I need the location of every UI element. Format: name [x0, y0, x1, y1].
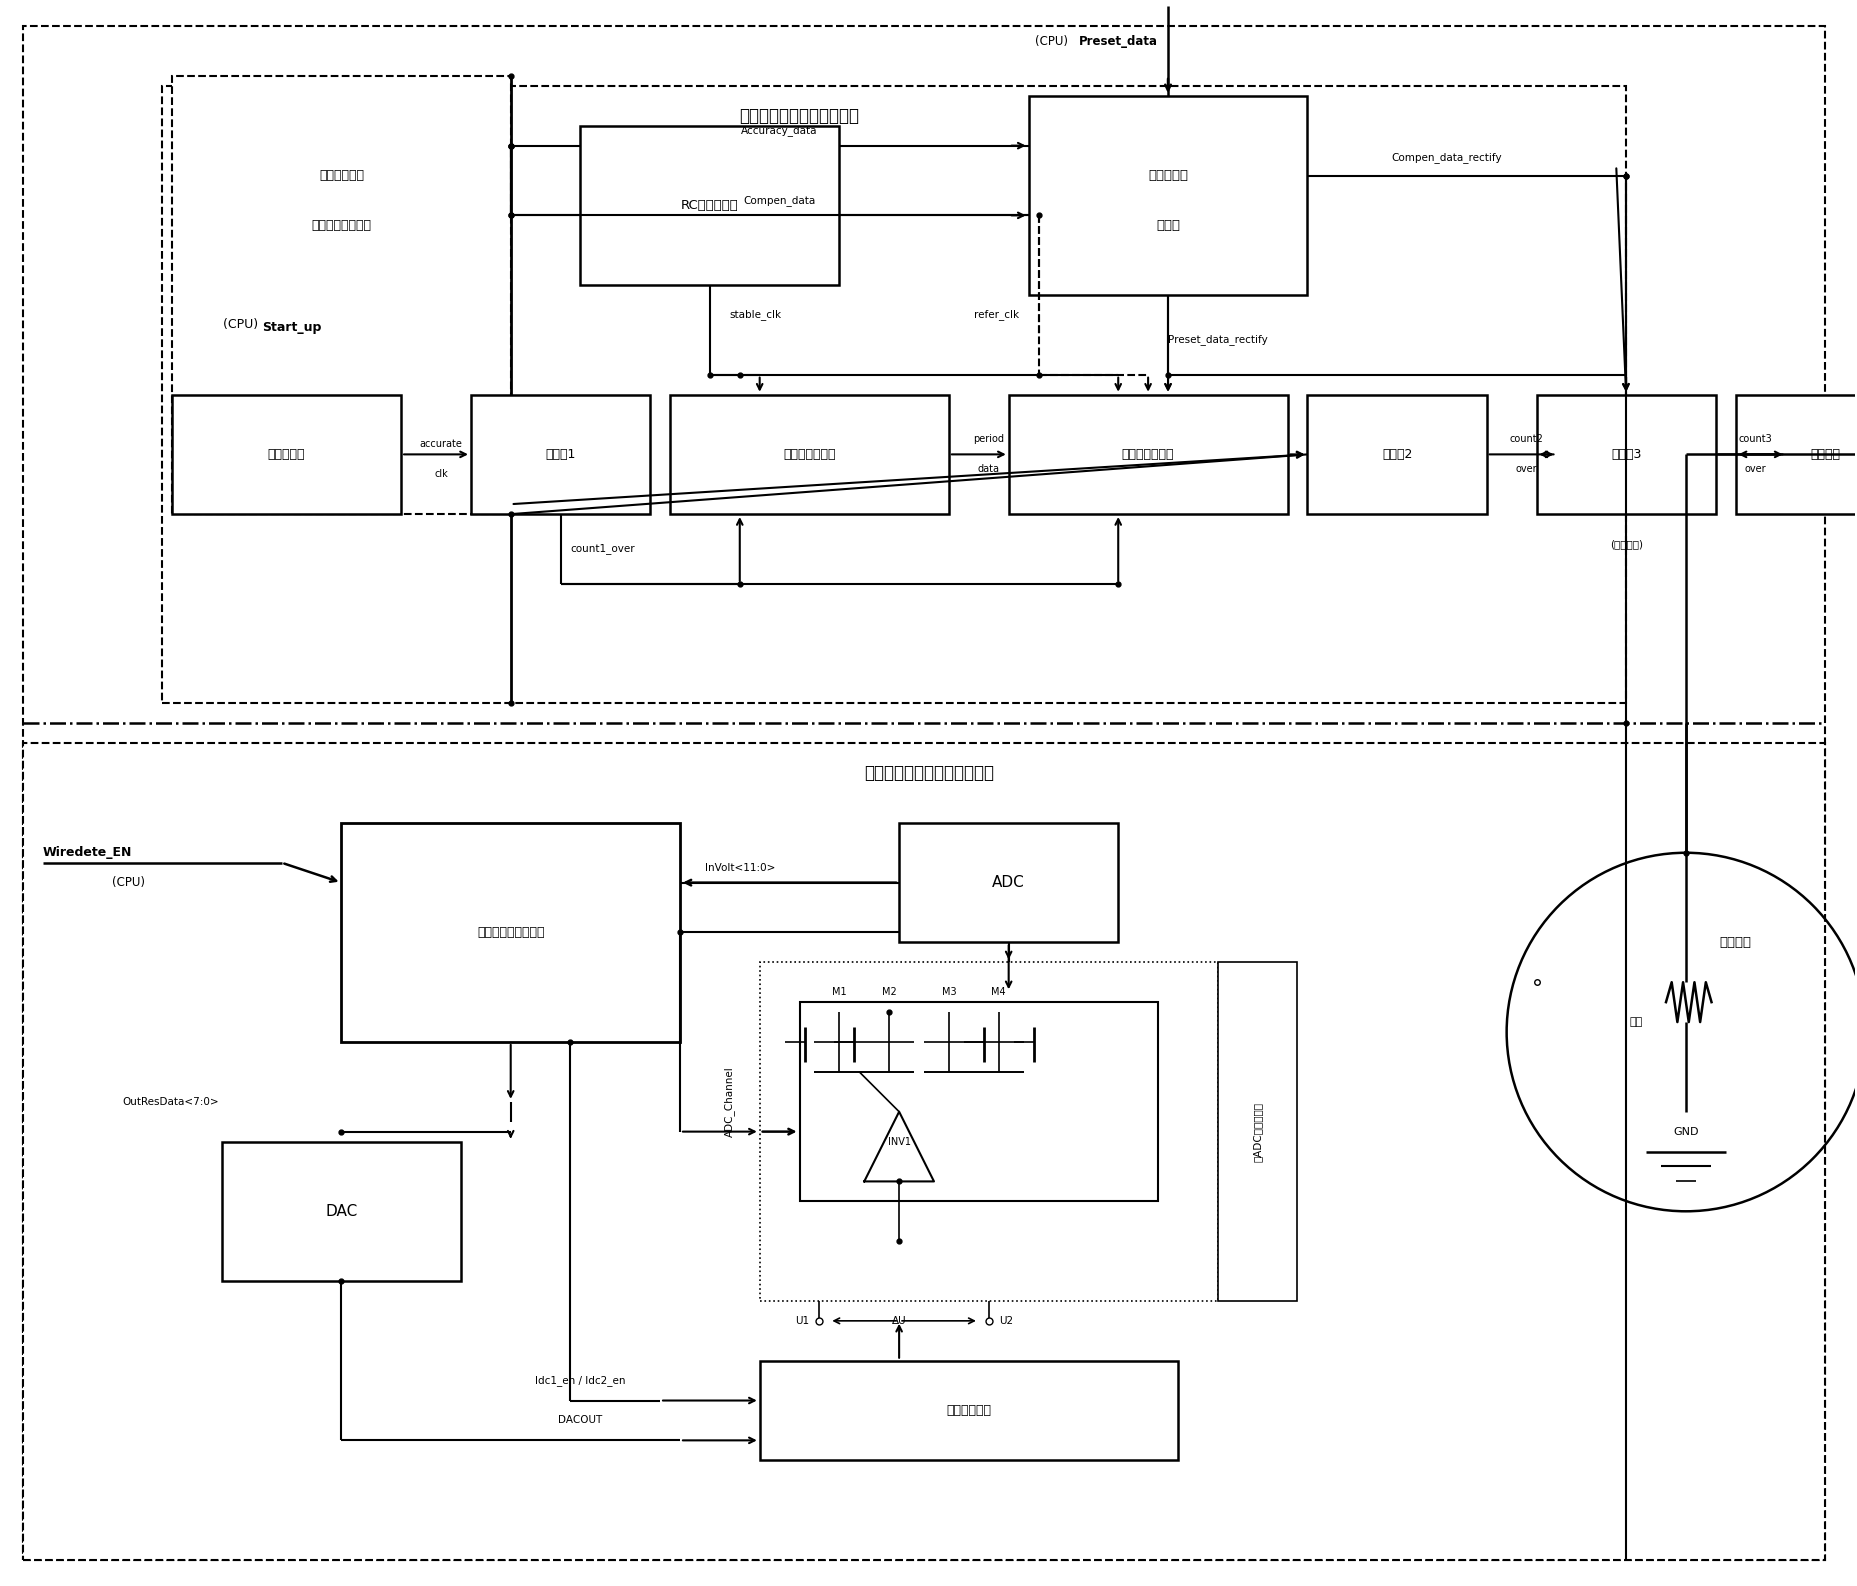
Text: 可编程高精度抗冲击延时器: 可编程高精度抗冲击延时器: [739, 106, 860, 125]
Text: refer_clk: refer_clk: [973, 309, 1018, 320]
Bar: [1216, 963, 1296, 1301]
Text: over: over: [1744, 465, 1766, 474]
Text: period: period: [973, 435, 1005, 444]
Text: over: over: [1515, 465, 1536, 474]
Bar: [899, 823, 1118, 942]
Text: 计数器1: 计数器1: [544, 447, 576, 462]
Text: 桥丝检测电桥: 桥丝检测电桥: [945, 1404, 992, 1416]
Text: count2: count2: [1510, 435, 1543, 444]
Text: ADC_Channel: ADC_Channel: [724, 1066, 735, 1137]
Text: Wiredete_EN: Wiredete_EN: [43, 847, 132, 860]
Text: accurate: accurate: [420, 439, 462, 449]
Text: Accuracy_data: Accuracy_data: [741, 125, 817, 136]
Text: (CPU): (CPU): [1034, 35, 1068, 48]
Text: Preset_data_rectify: Preset_data_rectify: [1168, 335, 1266, 346]
Text: Idc1_en / Idc2_en: Idc1_en / Idc2_en: [535, 1375, 626, 1386]
Text: 控制器: 控制器: [1155, 219, 1179, 232]
Text: 桥丝: 桥丝: [1629, 1017, 1642, 1028]
Text: (CPU): (CPU): [111, 875, 145, 890]
Text: 计数周期产生器: 计数周期产生器: [784, 447, 836, 462]
Bar: [799, 1002, 1157, 1201]
Text: INV1: INV1: [888, 1137, 910, 1147]
Text: U1: U1: [795, 1316, 810, 1326]
Bar: [470, 395, 650, 514]
Text: 计数器2: 计数器2: [1382, 447, 1411, 462]
Text: U2: U2: [999, 1316, 1012, 1326]
Bar: [670, 395, 949, 514]
Text: Preset_data: Preset_data: [1077, 35, 1157, 48]
Text: DAC: DAC: [325, 1204, 357, 1218]
Text: count1_over: count1_over: [570, 544, 635, 555]
Text: M4: M4: [992, 986, 1005, 998]
Text: M1: M1: [832, 986, 847, 998]
Text: (CPU): (CPU): [223, 319, 262, 331]
Text: GND: GND: [1673, 1126, 1697, 1137]
Text: 计数器3: 计数器3: [1610, 447, 1640, 462]
Text: stable_clk: stable_clk: [730, 309, 782, 320]
Text: Compen_data_rectify: Compen_data_rectify: [1391, 152, 1502, 163]
Text: DACOUT: DACOUT: [557, 1415, 602, 1426]
Bar: [1008, 395, 1287, 514]
Bar: [1307, 395, 1486, 514]
Text: 点火药头: 点火药头: [1720, 936, 1751, 948]
Text: 非ADC双采样电路: 非ADC双采样电路: [1252, 1102, 1263, 1161]
Text: M3: M3: [941, 986, 956, 998]
Text: count3: count3: [1738, 435, 1772, 444]
Text: ΔU: ΔU: [891, 1316, 906, 1326]
Text: clk: clk: [435, 469, 448, 479]
Text: 晶体振荡器: 晶体振荡器: [267, 447, 305, 462]
Text: 点火电路: 点火电路: [1809, 447, 1838, 462]
Text: 自适应精度: 自适应精度: [1148, 170, 1187, 182]
Bar: [760, 1361, 1177, 1461]
Text: Start_up: Start_up: [262, 322, 321, 335]
Bar: [1734, 395, 1857, 514]
Text: Compen_data: Compen_data: [743, 195, 815, 206]
Text: RC谐振振荡器: RC谐振振荡器: [682, 198, 739, 213]
Bar: [162, 86, 1625, 703]
Text: 参考脉冲产生器: 参考脉冲产生器: [1122, 447, 1174, 462]
Text: M2: M2: [882, 986, 897, 998]
Bar: [1536, 395, 1714, 514]
Text: OutResData<7:0>: OutResData<7:0>: [123, 1098, 219, 1107]
Bar: [173, 76, 511, 514]
Text: 参考时钟产生电路: 参考时钟产生电路: [312, 219, 371, 232]
Text: ADC: ADC: [992, 875, 1025, 890]
Bar: [760, 963, 1216, 1301]
Text: 桥丝自适应检测延时补偿模块: 桥丝自适应检测延时补偿模块: [864, 764, 993, 782]
Text: 高精度抗冲击: 高精度抗冲击: [319, 170, 364, 182]
Text: data: data: [977, 465, 999, 474]
Bar: [1029, 95, 1307, 295]
Bar: [342, 823, 680, 1042]
Bar: [173, 395, 401, 514]
Bar: [221, 1142, 461, 1281]
Text: (延时补偿): (延时补偿): [1608, 539, 1642, 549]
Text: InVolt<11:0>: InVolt<11:0>: [704, 863, 774, 872]
Text: 桥丝无损检测运算核: 桥丝无损检测运算核: [477, 926, 544, 939]
Bar: [22, 744, 1824, 1561]
Bar: [579, 125, 839, 285]
